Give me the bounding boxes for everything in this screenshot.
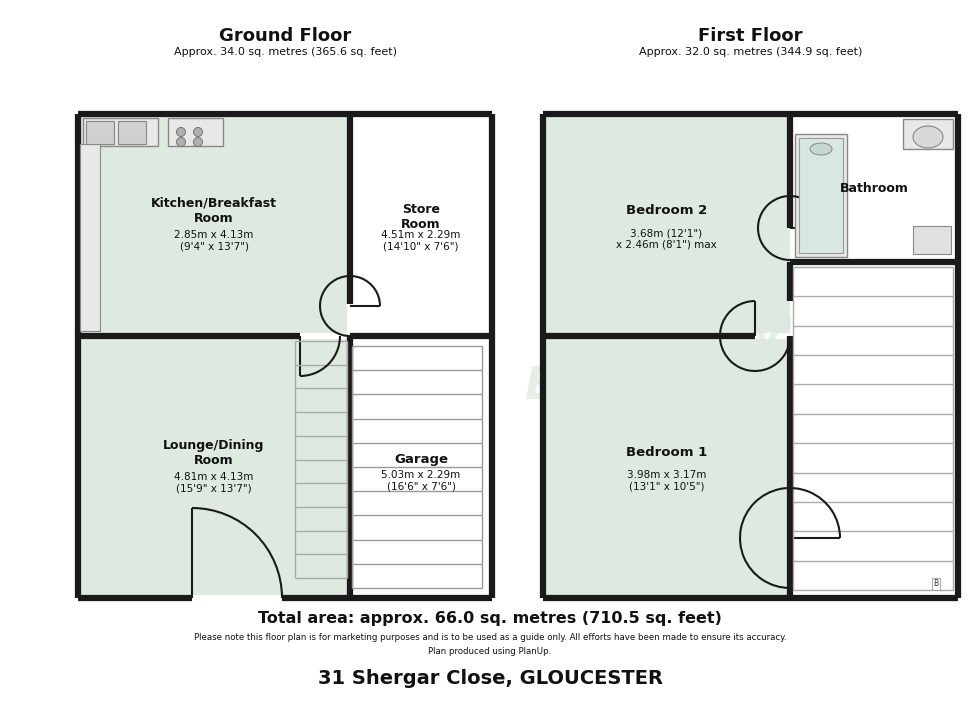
- Bar: [799, 138, 843, 253]
- Text: B: B: [933, 580, 939, 589]
- Ellipse shape: [913, 126, 943, 148]
- Bar: [80, 144, 100, 331]
- Bar: [795, 134, 847, 257]
- Text: Total area: approx. 66.0 sq. metres (710.5 sq. feet): Total area: approx. 66.0 sq. metres (710…: [258, 610, 722, 626]
- Bar: [86, 121, 114, 144]
- Ellipse shape: [810, 143, 832, 155]
- Text: 3.68m (12'1")
x 2.46m (8'1") max: 3.68m (12'1") x 2.46m (8'1") max: [616, 229, 717, 250]
- Text: Ground Floor: Ground Floor: [219, 27, 351, 45]
- Text: Lounge/Dining
Room: Lounge/Dining Room: [164, 439, 265, 467]
- Bar: [81, 117, 347, 333]
- Text: First Floor: First Floor: [698, 27, 803, 45]
- Bar: [546, 117, 790, 333]
- Text: Please note this floor plan is for marketing purposes and is to be used as a gui: Please note this floor plan is for marke…: [194, 634, 786, 642]
- Text: 4.81m x 4.13m
(15'9" x 13'7"): 4.81m x 4.13m (15'9" x 13'7"): [174, 472, 254, 494]
- Circle shape: [176, 137, 185, 147]
- Bar: [793, 117, 955, 259]
- Bar: [903, 119, 953, 149]
- Bar: [353, 117, 489, 333]
- Text: Plan produced using PlanUp.: Plan produced using PlanUp.: [428, 646, 552, 656]
- Bar: [793, 262, 955, 595]
- Text: Garage: Garage: [394, 453, 448, 466]
- Circle shape: [176, 127, 185, 137]
- Bar: [81, 339, 347, 595]
- Bar: [168, 118, 223, 146]
- Circle shape: [193, 137, 203, 147]
- Text: Bathroom: Bathroom: [840, 182, 908, 194]
- Bar: [913, 226, 951, 254]
- Text: Bedroom 2: Bedroom 2: [626, 204, 708, 217]
- Text: Kitchen/Breakfast
Room: Kitchen/Breakfast Room: [151, 197, 277, 225]
- Text: 5.03m x 2.29m
(16'6" x 7'6"): 5.03m x 2.29m (16'6" x 7'6"): [381, 470, 461, 492]
- Text: 2.85m x 4.13m
(9'4" x 13'7"): 2.85m x 4.13m (9'4" x 13'7"): [174, 230, 254, 252]
- Text: Bedroom 1: Bedroom 1: [626, 446, 708, 459]
- Bar: [546, 339, 790, 595]
- Text: Approx. 34.0 sq. metres (365.6 sq. feet): Approx. 34.0 sq. metres (365.6 sq. feet): [173, 47, 397, 57]
- Text: 31 Shergar Close, GLOUCESTER: 31 Shergar Close, GLOUCESTER: [318, 669, 662, 688]
- Circle shape: [193, 127, 203, 137]
- Bar: [83, 118, 158, 146]
- Bar: [118, 121, 146, 144]
- Bar: [353, 339, 489, 595]
- Text: 4.51m x 2.29m
(14'10" x 7'6"): 4.51m x 2.29m (14'10" x 7'6"): [381, 230, 461, 252]
- Text: Store
Room: Store Room: [401, 203, 441, 231]
- Text: 3.98m x 3.17m
(13'1" x 10'5"): 3.98m x 3.17m (13'1" x 10'5"): [627, 470, 707, 492]
- Text: Approx. 32.0 sq. metres (344.9 sq. feet): Approx. 32.0 sq. metres (344.9 sq. feet): [639, 47, 862, 57]
- Text: Appleby's
Estate Agents: Appleby's Estate Agents: [524, 315, 875, 409]
